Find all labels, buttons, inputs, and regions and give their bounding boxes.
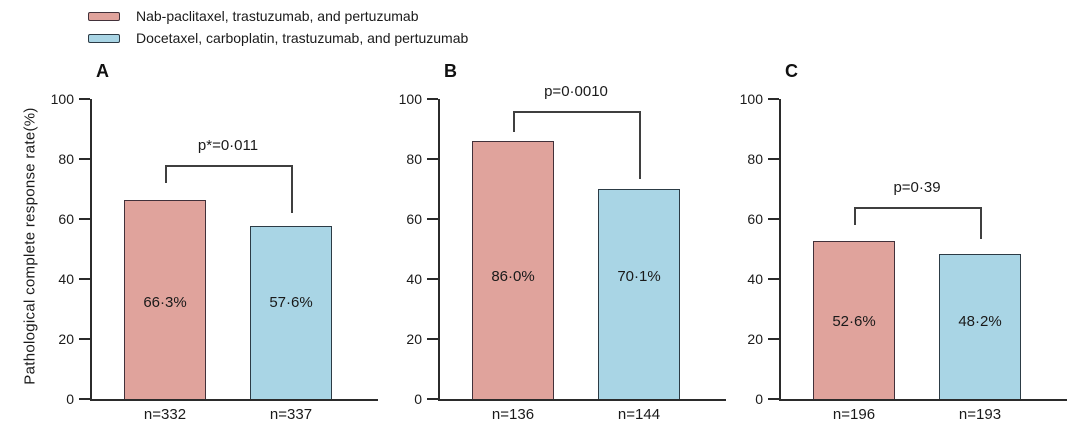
y-axis-tick-label: 60 xyxy=(406,211,422,227)
significance-bracket-top xyxy=(165,165,293,167)
bar-docetaxel xyxy=(598,188,680,399)
y-axis-line xyxy=(90,99,92,401)
legend-item-nab-paclitaxel: Nab-paclitaxel, trastuzumab, and pertuzu… xyxy=(88,5,468,27)
p-value-label: p=0·0010 xyxy=(544,83,608,100)
significance-bracket-right-leg xyxy=(639,111,641,179)
y-axis-tick xyxy=(427,278,439,280)
bar-docetaxel xyxy=(250,226,332,399)
y-axis-tick xyxy=(768,338,780,340)
panel-letter: C xyxy=(785,61,798,81)
y-axis-tick-label: 60 xyxy=(747,211,763,227)
bar-value-label: 66·3% xyxy=(143,294,187,311)
bar-value-label: 52·6% xyxy=(832,313,876,330)
bar-n-label: n=196 xyxy=(832,406,876,423)
bar-docetaxel xyxy=(939,254,1021,399)
y-axis-tick-label: 80 xyxy=(406,151,422,167)
bar-n-label: n=193 xyxy=(958,406,1002,423)
p-value-label: p*=0·011 xyxy=(197,137,259,154)
legend-swatch-icon xyxy=(88,33,120,43)
bar-value-label: 48·2% xyxy=(958,313,1002,330)
y-axis-tick xyxy=(427,398,439,400)
y-axis-tick xyxy=(427,218,439,220)
y-axis-tick xyxy=(768,98,780,100)
y-axis-tick xyxy=(768,218,780,220)
significance-bracket-right-leg xyxy=(291,165,293,213)
y-axis-line xyxy=(779,99,781,401)
legend-item-docetaxel: Docetaxel, carboplatin, trastuzumab, and… xyxy=(88,27,468,49)
bar-n-label: n=332 xyxy=(143,406,187,423)
y-axis-line xyxy=(438,99,440,401)
y-axis-tick-label: 100 xyxy=(739,91,763,107)
legend-label: Nab-paclitaxel, trastuzumab, and pertuzu… xyxy=(136,8,419,24)
y-axis-tick-label: 0 xyxy=(66,391,74,407)
y-axis-tick-label: 20 xyxy=(406,331,422,347)
y-axis-tick-label: 100 xyxy=(50,91,74,107)
y-axis-tick xyxy=(427,98,439,100)
x-axis-line xyxy=(90,399,378,401)
y-axis-tick xyxy=(768,158,780,160)
significance-bracket-left-leg xyxy=(513,111,515,132)
bar-value-label: 86·0% xyxy=(491,268,535,285)
y-axis-tick-label: 80 xyxy=(58,151,74,167)
x-axis-line xyxy=(438,399,726,401)
y-axis-tick-label: 0 xyxy=(755,391,763,407)
y-axis-tick-label: 40 xyxy=(406,271,422,287)
legend: Nab-paclitaxel, trastuzumab, and pertuzu… xyxy=(88,5,468,49)
y-axis-tick xyxy=(79,338,91,340)
y-axis-tick xyxy=(79,158,91,160)
y-axis-tick-label: 80 xyxy=(747,151,763,167)
bar-nab-paclitaxel xyxy=(813,241,895,399)
y-axis-tick xyxy=(79,278,91,280)
significance-bracket-left-leg xyxy=(165,165,167,183)
significance-bracket-left-leg xyxy=(854,207,856,225)
bar-value-label: 70·1% xyxy=(617,268,661,285)
y-axis-tick xyxy=(427,338,439,340)
bar-nab-paclitaxel xyxy=(124,200,206,399)
y-axis-tick-label: 60 xyxy=(58,211,74,227)
y-axis-tick xyxy=(79,218,91,220)
p-value-label: p=0·39 xyxy=(893,179,941,196)
significance-bracket-top xyxy=(854,207,982,209)
significance-bracket-top xyxy=(513,111,641,113)
bar-n-label: n=136 xyxy=(491,406,535,423)
y-axis-tick-label: 40 xyxy=(58,271,74,287)
y-axis-tick xyxy=(768,398,780,400)
y-axis-tick-label: 20 xyxy=(58,331,74,347)
y-axis-tick-label: 20 xyxy=(747,331,763,347)
panel-letter: B xyxy=(444,61,457,81)
y-axis-tick xyxy=(79,98,91,100)
bar-nab-paclitaxel xyxy=(472,141,554,399)
significance-bracket-right-leg xyxy=(980,207,982,239)
bar-n-label: n=337 xyxy=(269,406,313,423)
y-axis-tick xyxy=(768,278,780,280)
y-axis-tick-label: 40 xyxy=(747,271,763,287)
panel-letter: A xyxy=(96,61,109,81)
y-axis-tick xyxy=(79,398,91,400)
y-axis-tick-label: 0 xyxy=(414,391,422,407)
legend-swatch-icon xyxy=(88,11,120,21)
y-axis-tick xyxy=(427,158,439,160)
legend-label: Docetaxel, carboplatin, trastuzumab, and… xyxy=(136,30,469,46)
bar-value-label: 57·6% xyxy=(269,294,313,311)
y-axis-tick-label: 100 xyxy=(398,91,422,107)
x-axis-line xyxy=(779,399,1067,401)
bar-n-label: n=144 xyxy=(617,406,661,423)
